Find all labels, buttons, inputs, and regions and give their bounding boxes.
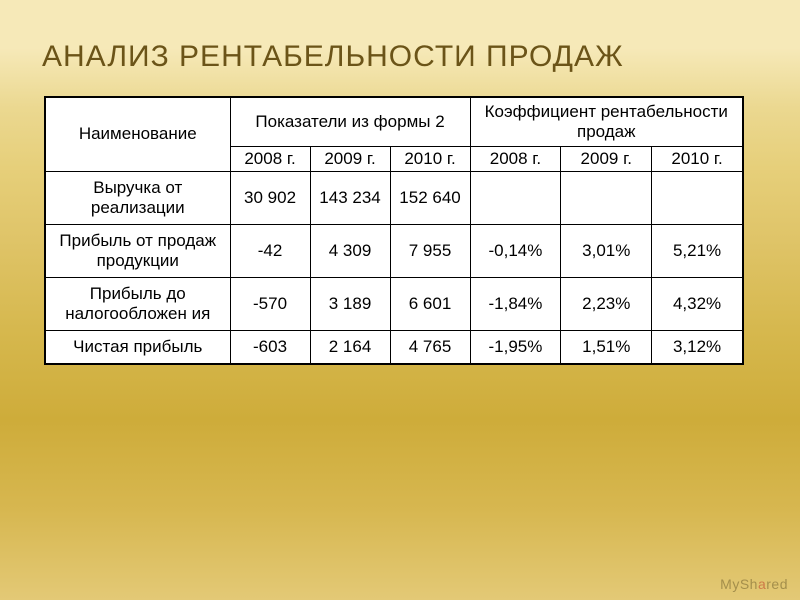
cell <box>470 172 561 225</box>
cell <box>561 172 652 225</box>
cell: 4 309 <box>310 225 390 278</box>
cell: 4,32% <box>652 278 743 331</box>
cell: -603 <box>230 331 310 364</box>
watermark: MyShared <box>720 576 788 592</box>
cell: 143 234 <box>310 172 390 225</box>
cell: 30 902 <box>230 172 310 225</box>
row-label: Прибыль от продаж продукции <box>46 225 231 278</box>
year-2010-b: 2010 г. <box>652 147 743 172</box>
cell: 152 640 <box>390 172 470 225</box>
year-2008-b: 2008 г. <box>470 147 561 172</box>
cell: -42 <box>230 225 310 278</box>
cell: 2,23% <box>561 278 652 331</box>
cell: 3,12% <box>652 331 743 364</box>
table-header-row-1: Наименование Показатели из формы 2 Коэфф… <box>46 98 743 147</box>
col-name: Наименование <box>46 98 231 172</box>
table-row: Прибыль от продаж продукции -42 4 309 7 … <box>46 225 743 278</box>
watermark-suffix: red <box>766 576 788 592</box>
cell <box>652 172 743 225</box>
cell: 7 955 <box>390 225 470 278</box>
row-label: Чистая прибыль <box>46 331 231 364</box>
cell: 3 189 <box>310 278 390 331</box>
page-title: Анализ рентабельности продаж <box>0 0 800 74</box>
year-2009-a: 2009 г. <box>310 147 390 172</box>
profitability-table-container: Наименование Показатели из формы 2 Коэфф… <box>44 96 744 365</box>
cell: -570 <box>230 278 310 331</box>
profitability-table: Наименование Показатели из формы 2 Коэфф… <box>45 97 743 364</box>
cell: 4 765 <box>390 331 470 364</box>
cell: 2 164 <box>310 331 390 364</box>
cell: -1,95% <box>470 331 561 364</box>
table-row: Чистая прибыль -603 2 164 4 765 -1,95% 1… <box>46 331 743 364</box>
cell: 3,01% <box>561 225 652 278</box>
row-label: Прибыль до налогообложен ия <box>46 278 231 331</box>
year-2008-a: 2008 г. <box>230 147 310 172</box>
cell: 6 601 <box>390 278 470 331</box>
year-2010-a: 2010 г. <box>390 147 470 172</box>
col-group-indicators: Показатели из формы 2 <box>230 98 470 147</box>
col-group-ratio: Коэффициент рентабельности продаж <box>470 98 742 147</box>
cell: 5,21% <box>652 225 743 278</box>
row-label: Выручка от реализации <box>46 172 231 225</box>
table-row: Выручка от реализации 30 902 143 234 152… <box>46 172 743 225</box>
table-row: Прибыль до налогообложен ия -570 3 189 6… <box>46 278 743 331</box>
watermark-prefix: MySh <box>720 576 758 592</box>
year-2009-b: 2009 г. <box>561 147 652 172</box>
cell: -0,14% <box>470 225 561 278</box>
cell: -1,84% <box>470 278 561 331</box>
cell: 1,51% <box>561 331 652 364</box>
